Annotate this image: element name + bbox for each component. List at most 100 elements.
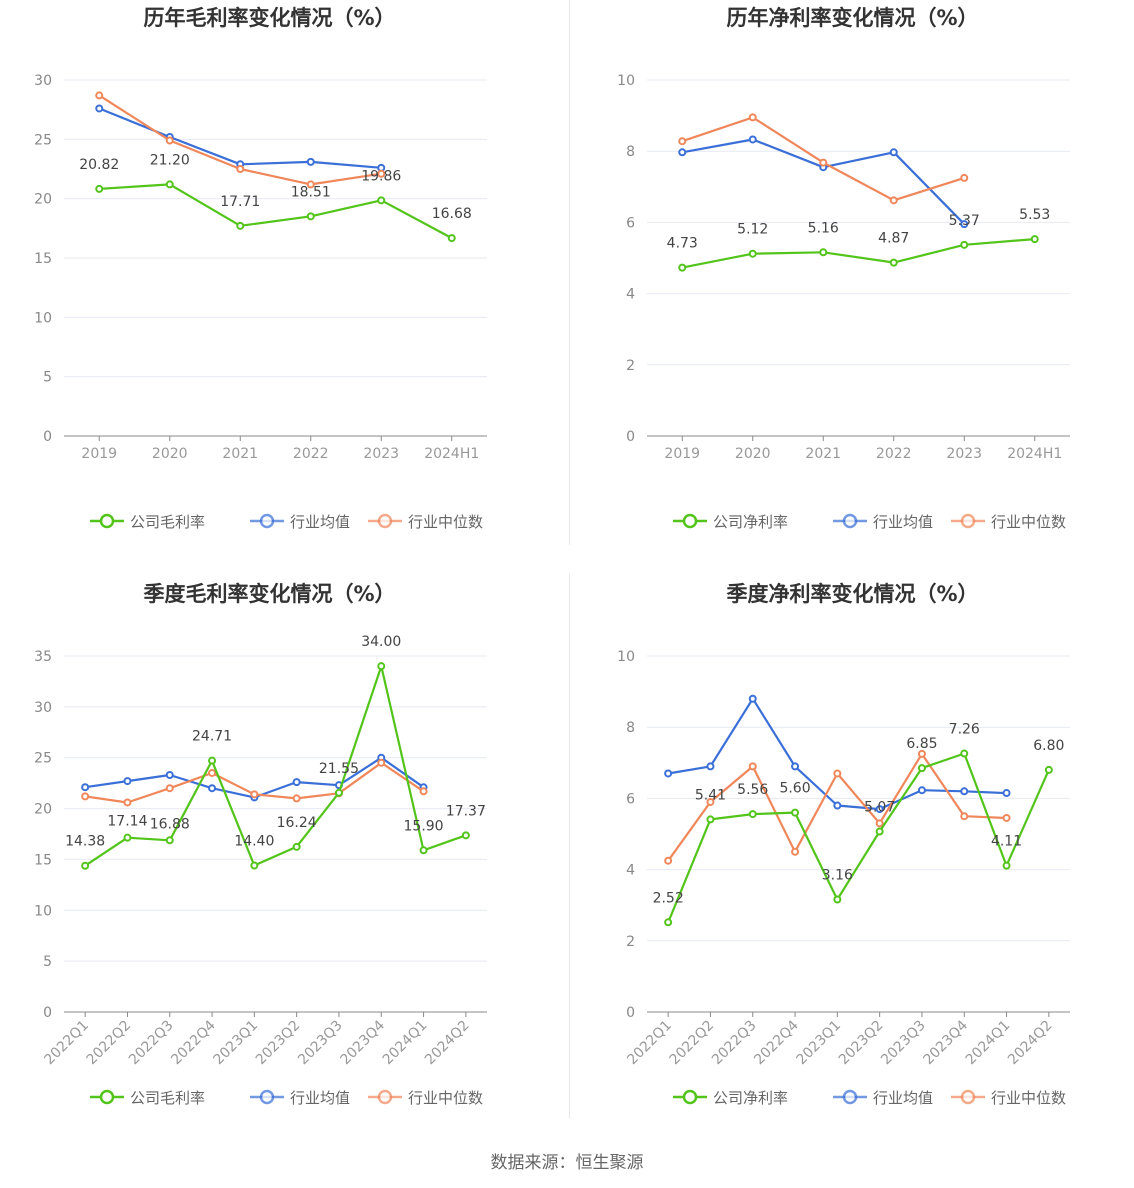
y-tick-label: 0 <box>43 1005 52 1021</box>
legend-item[interactable]: 公司净利率 <box>673 513 788 531</box>
y-tick-label: 20 <box>34 192 52 208</box>
legend-item[interactable]: 行业均值 <box>833 1089 933 1107</box>
data-label: 5.07 <box>864 800 895 816</box>
legend-label: 行业中位数 <box>408 1089 483 1107</box>
data-point-company <box>165 836 174 845</box>
chart-title: 历年净利率变化情况（%） <box>726 6 978 30</box>
legend-label: 行业中位数 <box>408 513 483 531</box>
legend-item[interactable]: 公司净利率 <box>673 1089 788 1107</box>
legend-marker-icon <box>960 513 976 529</box>
data-point-median <box>960 173 969 182</box>
data-point-company <box>165 180 174 189</box>
y-tick-label: 5 <box>43 370 52 386</box>
x-tick-label: 2023Q4 <box>920 1017 971 1068</box>
legend-label: 行业中位数 <box>991 513 1066 531</box>
legend-label: 公司毛利率 <box>130 1089 205 1107</box>
data-point-company <box>960 240 969 249</box>
data-point-company <box>748 249 757 258</box>
legend-marker-icon <box>99 513 115 529</box>
legend-marker-icon <box>842 1089 858 1105</box>
data-point-company <box>250 861 259 870</box>
legend-item[interactable]: 行业均值 <box>250 513 350 531</box>
y-tick-label: 25 <box>34 751 52 767</box>
chart-svg: 季度毛利率变化情况（%）051015202530352022Q12022Q220… <box>34 582 487 1107</box>
legend-item[interactable]: 行业均值 <box>833 513 933 531</box>
y-tick-label: 0 <box>626 429 635 445</box>
y-tick-label: 6 <box>626 791 635 807</box>
data-label: 17.71 <box>220 194 260 210</box>
data-label: 21.20 <box>150 152 190 168</box>
series-line-company <box>84 665 467 867</box>
y-tick-label: 35 <box>34 649 52 665</box>
data-point-median <box>664 856 673 865</box>
data-label: 5.12 <box>737 222 768 238</box>
data-point-median <box>236 165 245 173</box>
data-label: 4.73 <box>667 236 698 252</box>
panel-annual-gross-margin: 历年毛利率变化情况（%） 0 5 10 15 20 25 30 2019 2020 2021 2022… <box>0 0 567 576</box>
data-point-median <box>377 169 386 178</box>
legend-label: 公司净利率 <box>713 513 788 531</box>
data-point-company <box>1044 765 1053 774</box>
legend-marker-icon <box>960 1089 976 1105</box>
series-line-company <box>99 183 453 240</box>
data-point-avg <box>664 769 673 778</box>
data-point-company <box>748 810 757 819</box>
x-tick-label: 2020 <box>735 446 771 462</box>
legend-item[interactable]: 公司毛利率 <box>90 513 205 531</box>
data-point-median <box>306 180 315 189</box>
series-line-avg <box>682 138 966 225</box>
data-label: 21.55 <box>319 761 359 777</box>
x-tick-label: 2023Q3 <box>295 1018 346 1069</box>
x-tick-label: 2022Q2 <box>667 1018 718 1069</box>
x-tick-label: 2024H1 <box>1007 446 1062 462</box>
data-point-median <box>165 784 174 793</box>
data-point-avg <box>960 787 969 796</box>
data-point-avg <box>706 762 715 771</box>
data-point-median <box>875 819 884 828</box>
y-tick-label: 0 <box>626 1005 635 1021</box>
legend-marker-icon <box>682 513 698 529</box>
legend-item[interactable]: 行业中位数 <box>951 1089 1066 1107</box>
data-point-avg <box>81 783 90 792</box>
data-point-median <box>208 768 217 777</box>
data-point-company <box>95 184 104 193</box>
data-point-company <box>791 808 800 817</box>
x-tick-label: 2022 <box>876 446 912 462</box>
x-tick-label: 2019 <box>81 446 117 462</box>
x-tick-label: 2023Q2 <box>253 1018 304 1069</box>
data-label: 16.24 <box>277 815 317 831</box>
data-label: 16.88 <box>150 816 190 832</box>
legend-item[interactable]: 行业中位数 <box>368 513 483 531</box>
legend-item[interactable]: 行业均值 <box>250 1089 350 1107</box>
data-point-company <box>1030 235 1039 244</box>
data-label: 16.68 <box>432 206 472 222</box>
data-label: 4.11 <box>991 834 1022 850</box>
data-point-median <box>292 794 301 803</box>
legend-marker-icon <box>682 1089 698 1105</box>
data-point-company <box>306 212 315 221</box>
data-point-median <box>123 798 132 807</box>
x-tick-label: 2023Q2 <box>836 1018 887 1069</box>
data-point-company <box>960 749 969 758</box>
data-point-median <box>419 787 428 796</box>
data-point-median <box>960 812 969 821</box>
data-point-median <box>250 790 259 799</box>
data-point-avg <box>917 786 926 795</box>
data-point-median <box>791 847 800 856</box>
legend-item[interactable]: 行业中位数 <box>368 1089 483 1107</box>
data-point-median <box>706 797 715 806</box>
y-tick-label: 2 <box>626 934 635 950</box>
y-tick-label: 10 <box>617 649 635 665</box>
legend-item[interactable]: 公司毛利率 <box>90 1089 205 1107</box>
data-point-company <box>819 248 828 257</box>
data-label: 14.38 <box>65 834 105 850</box>
legend-item[interactable]: 行业中位数 <box>951 513 1066 531</box>
data-label: 34.00 <box>361 634 401 650</box>
data-point-median <box>1002 813 1011 822</box>
x-tick-label: 2024H1 <box>424 446 479 462</box>
data-point-median <box>81 792 90 801</box>
data-point-avg <box>889 148 898 157</box>
y-tick-label: 15 <box>34 251 52 267</box>
data-point-company <box>377 662 386 671</box>
data-point-company <box>292 842 301 851</box>
